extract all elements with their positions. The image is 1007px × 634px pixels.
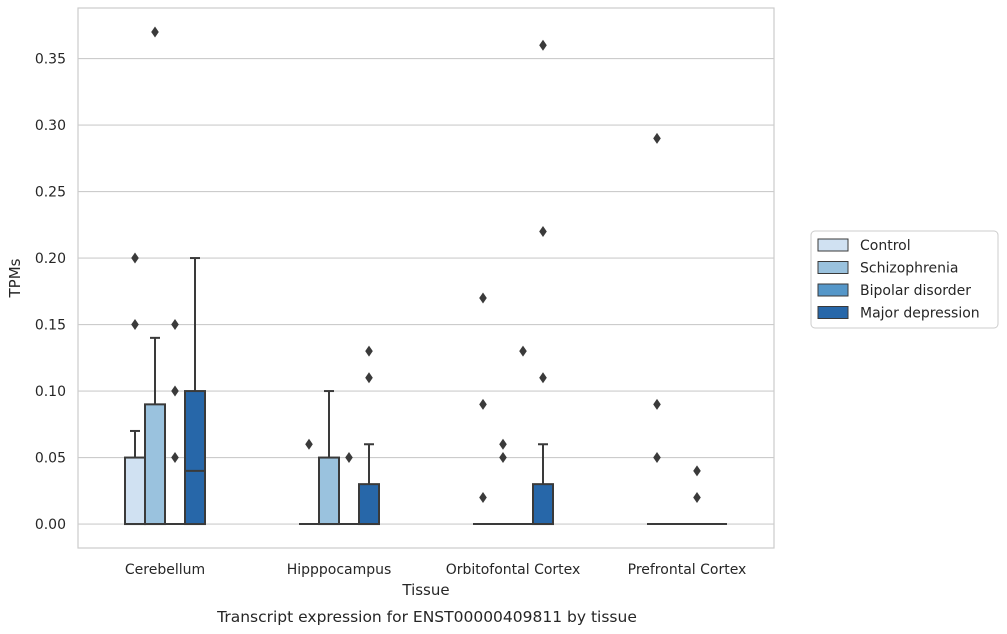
x-tick-label: Hipppocampus	[287, 562, 392, 578]
outlier-point	[305, 438, 313, 450]
box-group	[339, 452, 359, 526]
gridlines	[78, 57, 774, 525]
outlier-point	[539, 372, 547, 384]
y-tick-label: 0.30	[35, 118, 66, 134]
box-group	[124, 252, 146, 526]
outlier-point	[171, 385, 179, 397]
outlier-point	[693, 491, 701, 503]
box-group	[493, 438, 513, 526]
box-plot-marks	[124, 26, 727, 526]
box-group	[184, 257, 206, 526]
chart-caption: Transcript expression for ENST0000040981…	[216, 608, 637, 626]
outlier-point	[653, 452, 661, 464]
y-tick-label: 0.35	[35, 52, 66, 68]
plot-frame	[77, 7, 775, 549]
outlier-point	[479, 491, 487, 503]
box	[532, 483, 554, 526]
legend-label: Schizophrenia	[860, 261, 958, 277]
x-tick-labels: Cerebellum Hipppocampus Orbitofontal Corte…	[125, 562, 746, 578]
legend-label: Major depression	[860, 306, 980, 322]
outlier-point	[345, 452, 353, 464]
y-tick-label: 0.20	[35, 251, 66, 267]
legend-swatch	[817, 283, 849, 297]
outlier-point	[693, 465, 701, 477]
outlier-point	[171, 319, 179, 331]
legend-frame	[810, 230, 999, 329]
outlier-point	[539, 225, 547, 237]
outlier-point	[131, 319, 139, 331]
legend-swatch	[817, 238, 849, 252]
box	[144, 403, 166, 526]
outlier-point	[479, 292, 487, 304]
y-axis-title: TPMs	[6, 258, 24, 298]
y-tick-label: 0.05	[35, 451, 66, 467]
legend-label: Bipolar disorder	[860, 283, 971, 299]
outlier-point	[171, 452, 179, 464]
legend-label: Control	[860, 238, 911, 254]
legend: Control Schizophrenia Bipolar disorder Majo…	[810, 230, 999, 329]
outlier-point	[519, 345, 527, 357]
box	[184, 390, 206, 526]
y-tick-label: 0.10	[35, 384, 66, 400]
outlier-point	[365, 372, 373, 384]
y-tick-labels: 0.00 0.05 0.10 0.15 0.20 0.25 0.30 0.35	[35, 52, 66, 534]
legend-swatch	[817, 306, 849, 319]
outlier-point	[479, 398, 487, 410]
box-group	[687, 465, 707, 526]
box-group	[144, 26, 166, 526]
box-group	[318, 390, 340, 526]
x-tick-label: Cerebellum	[125, 562, 205, 578]
y-tick-label: 0.25	[35, 185, 66, 201]
outlier-point	[151, 26, 159, 38]
box-group	[358, 345, 380, 526]
box-group	[532, 39, 554, 526]
x-axis-title: Tissue	[401, 581, 449, 599]
box-group	[299, 438, 319, 526]
x-tick-label: Prefrontal Cortex	[628, 562, 747, 578]
box-group	[647, 132, 667, 526]
box-group	[513, 345, 533, 526]
outlier-point	[539, 39, 547, 51]
box-group	[473, 292, 493, 526]
box	[358, 483, 380, 526]
outlier-point	[653, 398, 661, 410]
box	[124, 456, 146, 526]
outlier-point	[653, 132, 661, 144]
legend-swatch	[817, 261, 849, 274]
outlier-point	[131, 252, 139, 264]
y-tick-label: 0.15	[35, 318, 66, 334]
box-group	[165, 319, 185, 526]
outlier-point	[499, 452, 507, 464]
y-tick-label: 0.00	[35, 517, 66, 533]
outlier-point	[365, 345, 373, 357]
x-tick-label: Orbitofontal Cortex	[446, 562, 581, 578]
outlier-point	[499, 438, 507, 450]
box	[318, 456, 340, 526]
